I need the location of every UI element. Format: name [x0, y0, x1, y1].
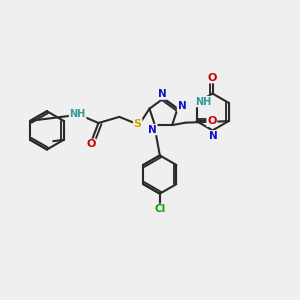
Text: Cl: Cl — [154, 204, 165, 214]
Text: O: O — [86, 140, 96, 149]
Text: NH: NH — [70, 110, 86, 119]
Text: O: O — [208, 73, 217, 82]
Text: N: N — [209, 131, 218, 141]
Text: S: S — [134, 119, 142, 129]
Text: N: N — [148, 124, 157, 134]
Text: N: N — [158, 89, 167, 99]
Text: O: O — [207, 116, 217, 126]
Text: N: N — [178, 101, 186, 111]
Text: NH: NH — [195, 97, 212, 106]
